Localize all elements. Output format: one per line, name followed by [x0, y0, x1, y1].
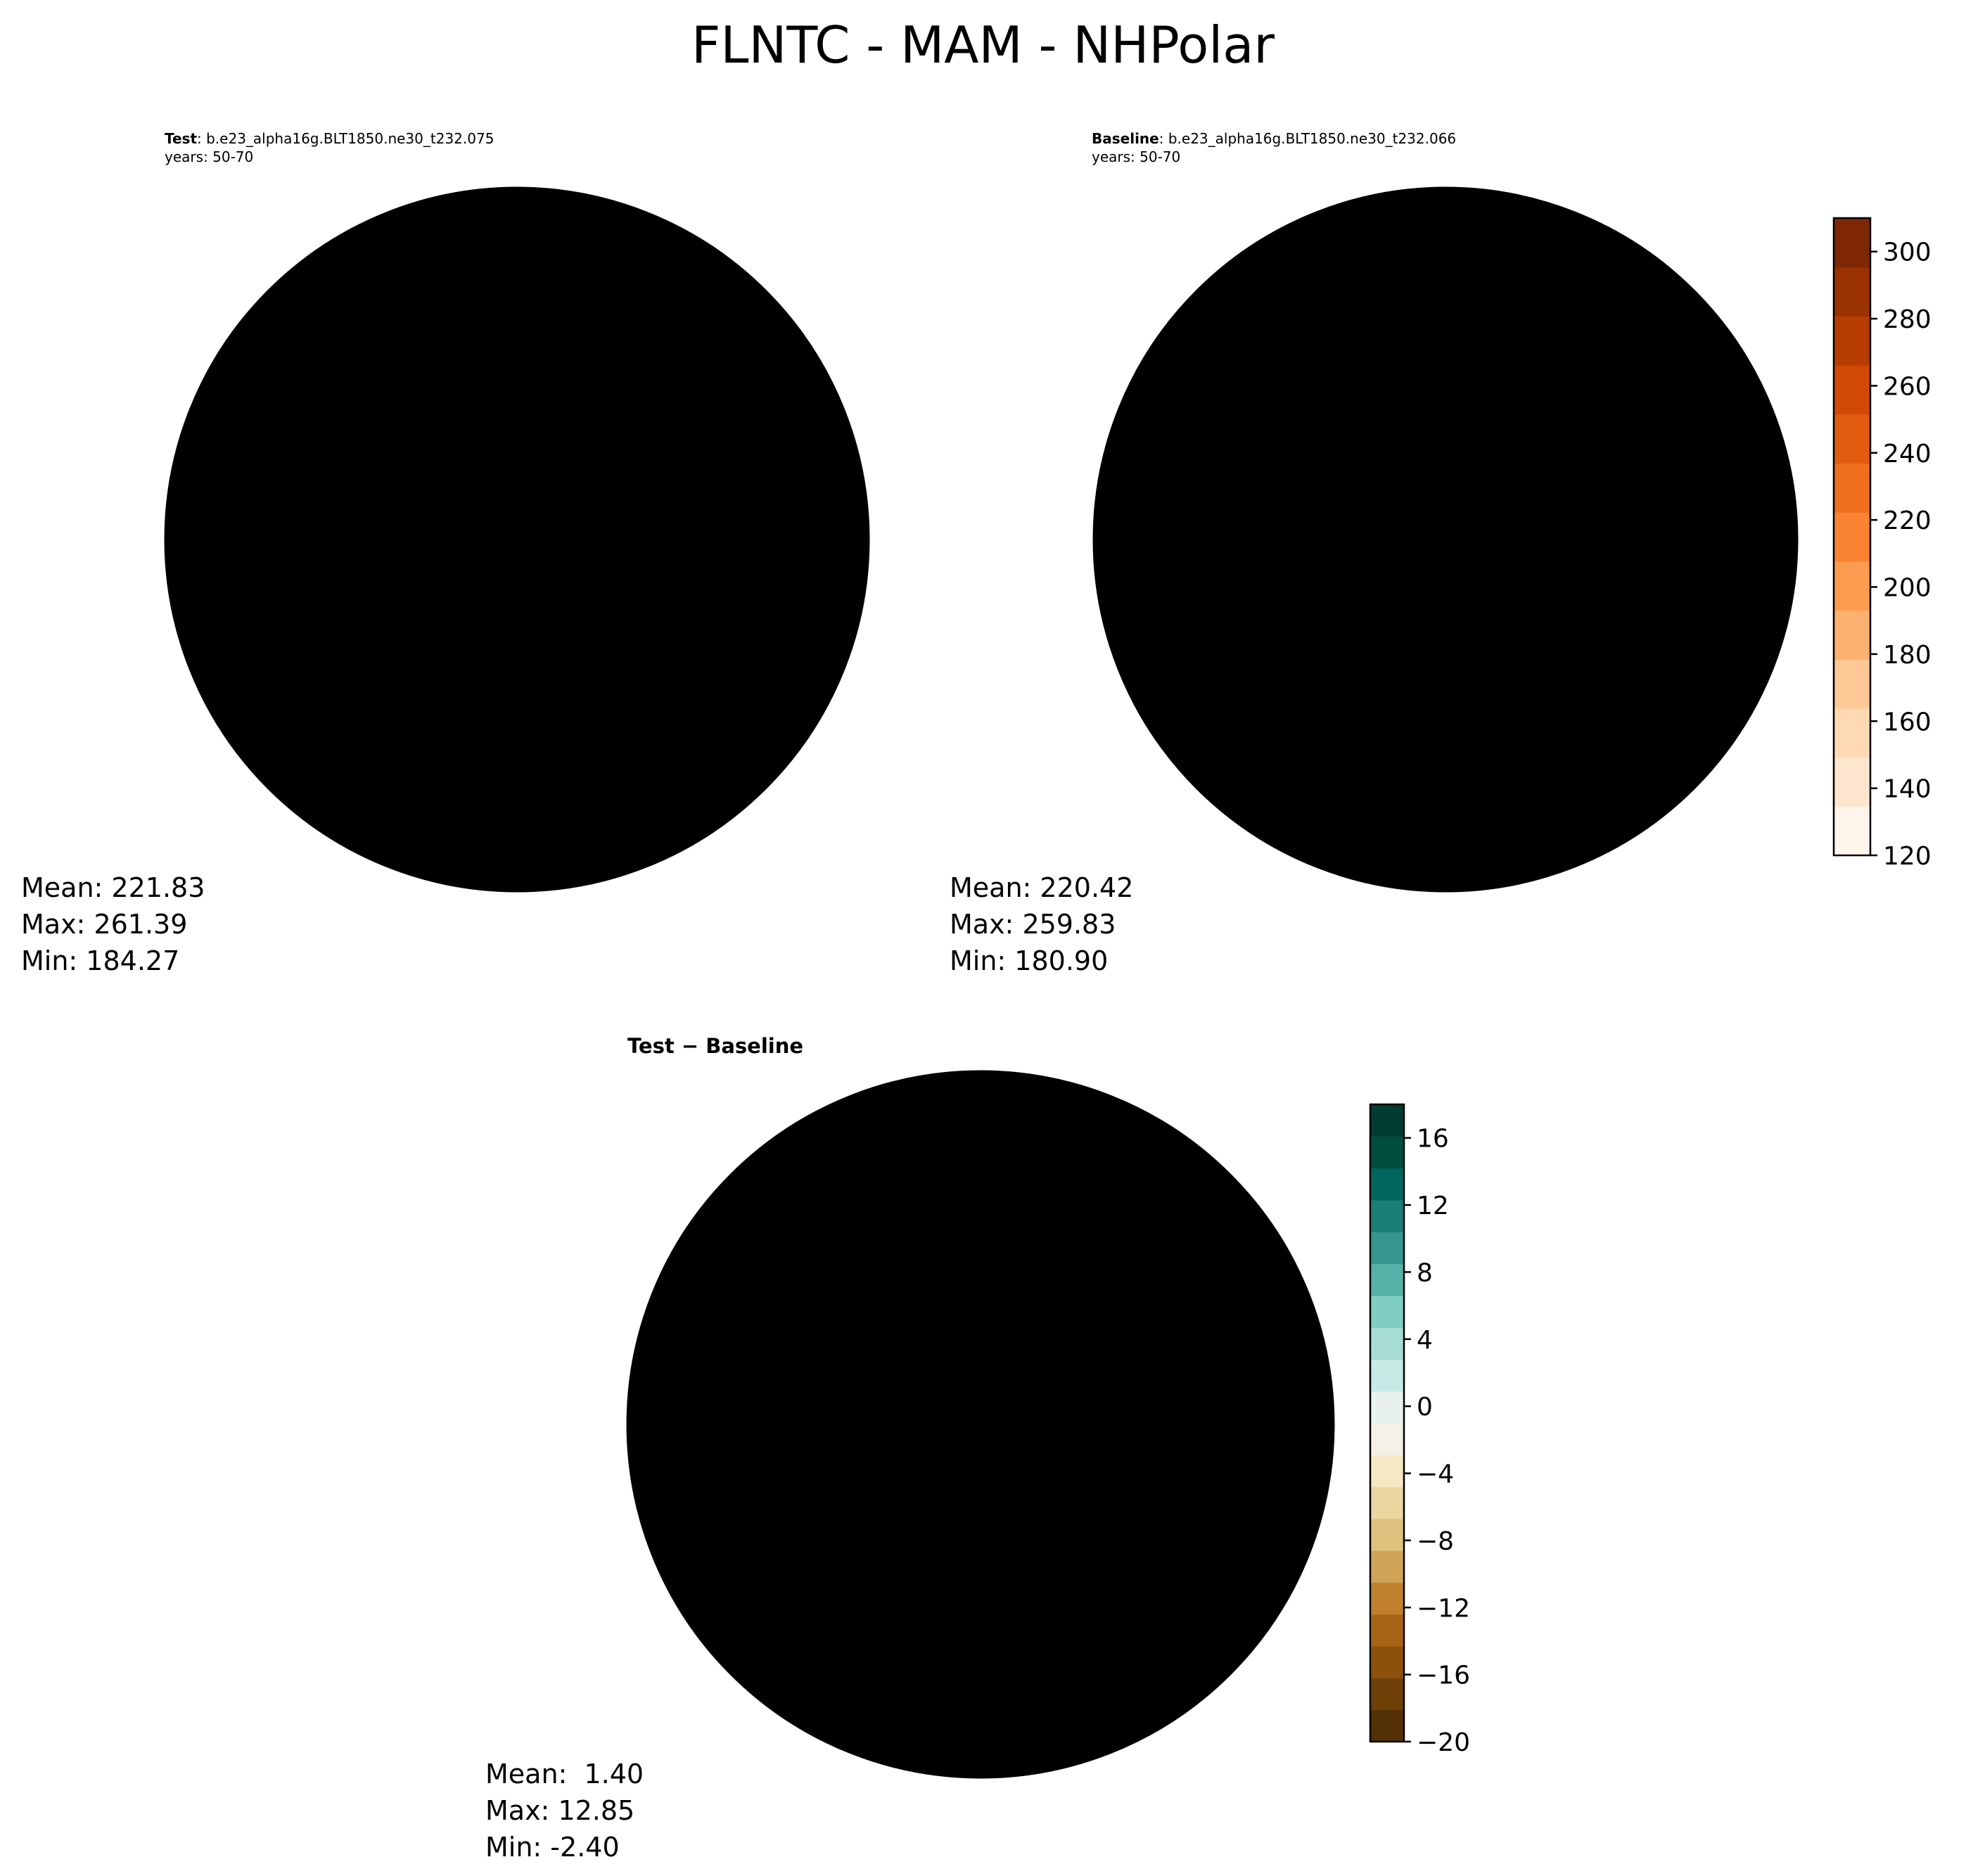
- figure-title: FLNTC - MAM - NHPolar: [691, 15, 1275, 75]
- diff-colorbar: −20 −16 −12 −8 −4 0 4 8 12 16: [1369, 1103, 1470, 1757]
- main-colorbar-tick-label: 220: [1883, 506, 1932, 535]
- diff-colorbar-tick-label: −20: [1417, 1728, 1470, 1757]
- main-colorbar-tick-label: 300: [1883, 238, 1932, 267]
- diff-colorbar-segment: [1370, 1678, 1404, 1711]
- diff-mean: Mean: 1.40: [485, 1759, 644, 1789]
- baseline-map: [1092, 186, 1799, 893]
- diff-colorbar-segment: [1370, 1486, 1404, 1519]
- main-colorbar-segment: [1834, 463, 1870, 513]
- diff-colorbar-segment: [1370, 1232, 1404, 1265]
- diff-colorbar-tick-label: 16: [1417, 1125, 1449, 1154]
- main-colorbar-tick-label: 260: [1883, 372, 1932, 401]
- diff-colorbar-tick-label: −16: [1417, 1661, 1470, 1690]
- main-colorbar: 120 140 160 180 200 220 240 260 280 300: [1832, 217, 1932, 871]
- baseline-years: years: 50-70: [1092, 148, 1181, 165]
- diff-colorbar-segment: [1370, 1391, 1404, 1424]
- diff-colorbar-tick-label: −4: [1417, 1460, 1454, 1489]
- test-map-boundary: [164, 186, 870, 893]
- diff-colorbar-segment: [1370, 1550, 1404, 1583]
- diff-colorbar-segment: [1370, 1709, 1404, 1742]
- diff-colorbar-segment: [1370, 1455, 1404, 1488]
- main-colorbar-segment: [1834, 757, 1870, 807]
- baseline-coastlines: [1129, 272, 1727, 877]
- test-years: years: 50-70: [165, 148, 254, 165]
- main-colorbar-segment: [1834, 708, 1870, 758]
- main-colorbar-segment: [1834, 365, 1870, 415]
- main-colorbar-segment: [1834, 414, 1870, 464]
- baseline-stats: Mean: 220.42 Max: 259.83 Min: 180.90: [950, 869, 1133, 979]
- diff-colorbar-tick-label: −8: [1417, 1527, 1454, 1556]
- test-min: Min: 184.27: [21, 945, 180, 976]
- test-case-name: : b.e23_alpha16g.BLT1850.ne30_t232.075: [197, 130, 494, 147]
- diff-map: [626, 1070, 1335, 1779]
- diff-colorbar-segment: [1370, 1646, 1404, 1678]
- baseline-panel-header: Baseline: b.e23_alpha16g.BLT1850.ne30_t2…: [1092, 129, 1456, 166]
- diff-colorbar-segment: [1370, 1104, 1404, 1137]
- test-map: [164, 186, 870, 893]
- baseline-label: Baseline: [1092, 130, 1159, 147]
- diff-colorbar-segment: [1370, 1327, 1404, 1360]
- baseline-case-name: : b.e23_alpha16g.BLT1850.ne30_t232.066: [1158, 130, 1457, 147]
- main-colorbar-tick-label: 140: [1883, 775, 1932, 804]
- main-colorbar-segment: [1834, 659, 1870, 709]
- baseline-mean: Mean: 220.42: [950, 872, 1134, 903]
- diff-stats: Mean: 1.40 Max: 12.85 Min: -2.40: [485, 1756, 644, 1865]
- test-coastlines: [200, 272, 798, 877]
- diff-colorbar-tick-label: 12: [1417, 1192, 1449, 1220]
- main-colorbar-tick-label: 280: [1883, 305, 1932, 334]
- main-colorbar-segment: [1834, 561, 1870, 611]
- main-colorbar-segment: [1834, 316, 1870, 366]
- main-colorbar-tick-label: 120: [1883, 842, 1932, 871]
- main-colorbar-segment: [1834, 267, 1870, 317]
- diff-colorbar-tick-label: 0: [1417, 1393, 1433, 1422]
- main-colorbar-tick-label: 200: [1883, 574, 1932, 603]
- diff-colorbar-segment: [1370, 1614, 1404, 1647]
- diff-coastlines: [664, 1157, 1262, 1762]
- diff-colorbar-tick-label: 8: [1417, 1258, 1433, 1287]
- main-colorbar-segment: [1834, 610, 1870, 660]
- diff-min: Min: -2.40: [485, 1832, 620, 1863]
- main-colorbar-tick-label: 240: [1883, 440, 1932, 468]
- diff-colorbar-segment: [1370, 1199, 1404, 1232]
- main-colorbar-frame: [1832, 217, 1872, 857]
- main-colorbar-segment: [1834, 806, 1870, 856]
- baseline-min: Min: 180.90: [950, 945, 1109, 976]
- main-colorbar-segment: [1834, 512, 1870, 562]
- diff-colorbar-segment: [1370, 1136, 1404, 1169]
- diff-colorbar-frame: [1369, 1103, 1405, 1743]
- test-label: Test: [165, 130, 198, 147]
- diff-colorbar-tick-label: −12: [1417, 1594, 1470, 1623]
- diff-colorbar-segment: [1370, 1582, 1404, 1615]
- diff-colorbar-segment: [1370, 1168, 1404, 1201]
- test-stats: Mean: 221.83 Max: 261.39 Min: 184.27: [21, 869, 205, 979]
- diff-colorbar-segment: [1370, 1423, 1404, 1455]
- test-panel-header: Test: b.e23_alpha16g.BLT1850.ne30_t232.0…: [165, 129, 494, 166]
- diff-colorbar-segment: [1370, 1263, 1404, 1296]
- main-colorbar-segment: [1834, 218, 1870, 268]
- diff-map-boundary: [626, 1070, 1335, 1779]
- diff-max: Max: 12.85: [485, 1795, 635, 1826]
- diff-colorbar-tick-label: 4: [1417, 1326, 1433, 1355]
- baseline-map-boundary: [1092, 186, 1799, 893]
- main-colorbar-tick-label: 160: [1883, 708, 1932, 736]
- diff-panel-title: Test − Baseline: [627, 1034, 804, 1058]
- main-colorbar-tick-label: 180: [1883, 641, 1932, 670]
- baseline-max: Max: 259.83: [950, 909, 1116, 940]
- diff-colorbar-segment: [1370, 1295, 1404, 1328]
- diff-colorbar-segment: [1370, 1359, 1404, 1392]
- diff-colorbar-segment: [1370, 1518, 1404, 1551]
- test-max: Max: 261.39: [21, 909, 188, 940]
- test-mean: Mean: 221.83: [21, 872, 205, 903]
